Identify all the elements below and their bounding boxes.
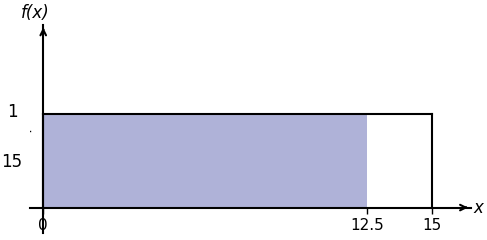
Text: 1: 1	[7, 103, 18, 121]
Bar	[43, 114, 367, 208]
Text: x: x	[473, 198, 483, 216]
Text: f(x): f(x)	[21, 4, 50, 22]
Text: 15: 15	[1, 153, 23, 171]
